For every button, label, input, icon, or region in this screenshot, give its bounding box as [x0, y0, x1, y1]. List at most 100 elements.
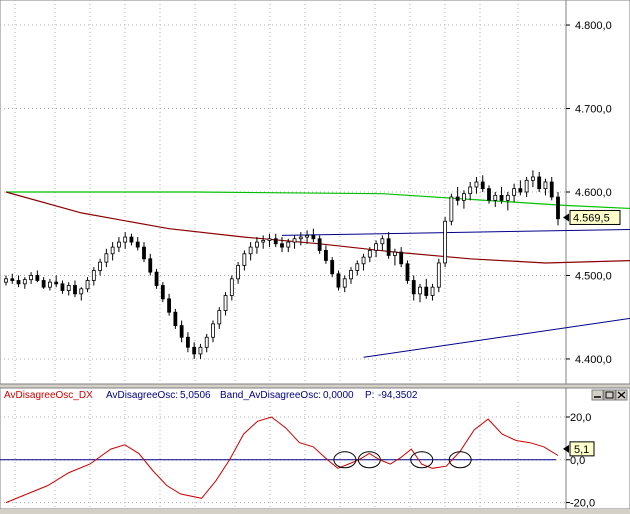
pane-maximize-button[interactable]	[603, 389, 616, 401]
oscillator	[0, 416, 559, 504]
price-axis-labels: 4.800,0 4.700,0 4.600,0 4.500,0 4.400,0 4.569…	[563, 20, 621, 366]
last-price-label: 4.569,5	[573, 212, 610, 224]
candle	[236, 262, 240, 284]
candle	[330, 257, 335, 278]
candle	[424, 278, 429, 299]
price-overlays	[5, 191, 630, 358]
candle	[317, 235, 322, 254]
candle-body	[556, 196, 560, 220]
candle	[549, 176, 554, 201]
candle-body	[160, 285, 165, 300]
candle-body	[405, 263, 410, 281]
candle	[267, 233, 272, 248]
candle	[148, 253, 153, 276]
candle	[474, 176, 479, 194]
osc-cross-highlight	[333, 451, 357, 469]
candle	[142, 242, 146, 263]
pane-minimize-button[interactable]	[591, 389, 604, 401]
candle	[349, 267, 353, 284]
candle	[41, 277, 46, 289]
candle-body	[374, 243, 378, 251]
candle	[324, 245, 328, 264]
candle-body	[110, 246, 115, 255]
candle	[280, 237, 284, 253]
candle-body	[60, 283, 65, 291]
candle-body	[336, 273, 341, 288]
candle-body	[85, 280, 90, 290]
candle	[487, 185, 491, 204]
price-tick-label: 4.500,0	[575, 270, 612, 282]
candle-body	[380, 238, 385, 245]
candle	[505, 192, 510, 211]
candle	[455, 186, 460, 206]
candle-body	[424, 286, 429, 296]
candle-body	[324, 250, 328, 261]
candle-body	[474, 181, 479, 188]
candle	[160, 282, 165, 303]
candle	[154, 268, 159, 289]
candle-body	[179, 325, 184, 338]
candle-body	[286, 241, 291, 248]
candle-body	[342, 278, 347, 288]
candle	[411, 275, 416, 301]
osc-cross-highlight	[448, 451, 472, 469]
candle-body	[236, 265, 240, 280]
candle	[493, 192, 498, 208]
legend-field3-name: P:	[365, 390, 374, 401]
candle-body	[186, 336, 190, 348]
candle	[361, 253, 366, 271]
candle-body	[173, 311, 178, 326]
candle-body	[361, 256, 366, 265]
candle-body	[537, 176, 542, 190]
candle-body	[273, 238, 278, 245]
candle-body	[192, 346, 197, 355]
candle	[60, 280, 65, 294]
candle	[380, 235, 385, 251]
candle	[311, 228, 316, 243]
pane-close-button[interactable]	[615, 389, 628, 401]
candle-body	[154, 271, 159, 286]
candle	[367, 247, 372, 263]
candle	[393, 248, 397, 266]
candle-body	[223, 295, 228, 311]
candle-body	[204, 336, 209, 348]
candle	[79, 287, 84, 301]
candle-body	[73, 285, 77, 295]
candle	[91, 267, 96, 286]
candle	[298, 232, 303, 246]
candle-body	[217, 310, 222, 325]
price-tick-label: 4.800,0	[575, 20, 612, 32]
candle-body	[512, 188, 516, 196]
candle-body	[167, 298, 171, 313]
candle-body	[261, 240, 266, 243]
candle	[223, 292, 228, 316]
candle-body	[349, 270, 353, 280]
osc-axis-labels: 20,0 0,0 -20,0 5,1	[563, 412, 595, 510]
osc-last-label: 5,1	[574, 444, 589, 456]
price-tick-label: 4.600,0	[575, 187, 612, 199]
candle-body	[248, 246, 253, 255]
candle	[35, 270, 40, 283]
sma-long-line	[6, 191, 630, 210]
candle-body	[135, 241, 140, 248]
candle-body	[211, 323, 215, 338]
candle-body	[198, 346, 203, 355]
last-price-box	[569, 209, 621, 225]
candle	[443, 217, 447, 268]
candle-body	[393, 251, 397, 256]
candle-body	[367, 250, 372, 258]
candle-body	[305, 235, 309, 238]
candle-body	[386, 238, 391, 256]
candle	[66, 282, 71, 296]
candle-body	[411, 280, 416, 295]
candle-body	[129, 236, 134, 243]
candle-body	[280, 243, 284, 248]
candle-body	[499, 194, 504, 201]
candle	[98, 258, 102, 276]
osc-tick-label: 20,0	[570, 412, 591, 424]
pane-controls	[591, 389, 628, 401]
candle-body	[518, 188, 523, 193]
candle-body	[455, 196, 460, 201]
candle	[342, 275, 347, 293]
